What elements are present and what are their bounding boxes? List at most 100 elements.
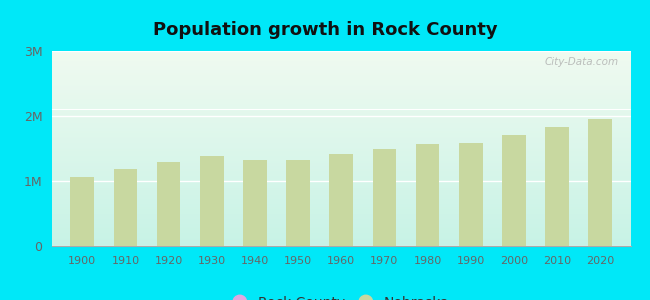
Bar: [52, 233, 630, 234]
Bar: [52, 213, 630, 214]
Bar: [52, 71, 630, 72]
Bar: [52, 210, 630, 211]
Bar: [52, 135, 630, 136]
Bar: [52, 193, 630, 194]
Bar: [52, 64, 630, 66]
Bar: [52, 87, 630, 88]
Bar: [52, 59, 630, 60]
Bar: [52, 122, 630, 123]
Bar: [52, 211, 630, 212]
Bar: [52, 204, 630, 205]
Bar: [52, 203, 630, 204]
Bar: [459, 143, 483, 246]
Bar: [52, 55, 630, 56]
Bar: [52, 163, 630, 164]
Text: Population growth in Rock County: Population growth in Rock County: [153, 21, 497, 39]
Bar: [200, 156, 224, 246]
Bar: [52, 95, 630, 96]
Bar: [52, 234, 630, 235]
Bar: [52, 72, 630, 74]
Bar: [52, 143, 630, 144]
Bar: [52, 201, 630, 202]
Legend: Rock County, Nebraska: Rock County, Nebraska: [233, 296, 450, 300]
Bar: [52, 54, 630, 55]
Bar: [52, 133, 630, 134]
Bar: [52, 198, 630, 199]
Bar: [52, 77, 630, 78]
Bar: [372, 149, 396, 246]
Bar: [52, 159, 630, 160]
Bar: [52, 113, 630, 114]
Bar: [52, 196, 630, 197]
Bar: [52, 53, 630, 54]
Bar: [52, 200, 630, 201]
Bar: [52, 229, 630, 230]
Bar: [52, 164, 630, 165]
Bar: [52, 188, 630, 190]
Bar: [52, 202, 630, 203]
Bar: [52, 215, 630, 216]
Bar: [286, 160, 310, 246]
Bar: [52, 185, 630, 187]
Bar: [52, 208, 630, 209]
Bar: [52, 79, 630, 80]
Bar: [52, 232, 630, 233]
Bar: [52, 98, 630, 99]
Bar: [52, 93, 630, 94]
Bar: [52, 240, 630, 241]
Bar: [52, 221, 630, 222]
Bar: [114, 169, 137, 246]
Bar: [52, 190, 630, 191]
Bar: [52, 157, 630, 158]
Bar: [52, 136, 630, 137]
Bar: [52, 155, 630, 156]
Bar: [52, 68, 630, 70]
Bar: [52, 245, 630, 246]
Bar: [588, 118, 612, 246]
Bar: [52, 197, 630, 198]
Bar: [52, 126, 630, 127]
Bar: [52, 214, 630, 215]
Bar: [52, 173, 630, 174]
Bar: [52, 162, 630, 163]
Bar: [52, 137, 630, 138]
Bar: [52, 238, 630, 239]
Bar: [52, 165, 630, 166]
Bar: [52, 243, 630, 244]
Bar: [52, 180, 630, 181]
Bar: [52, 62, 630, 63]
Bar: [52, 116, 630, 117]
Bar: [52, 110, 630, 111]
Bar: [52, 103, 630, 105]
Bar: [52, 199, 630, 200]
Bar: [52, 179, 630, 180]
Bar: [52, 128, 630, 129]
Bar: [52, 156, 630, 157]
Bar: [52, 174, 630, 175]
Bar: [52, 78, 630, 79]
Bar: [52, 150, 630, 152]
Bar: [52, 91, 630, 92]
Bar: [52, 81, 630, 82]
Bar: [52, 96, 630, 97]
Bar: [52, 107, 630, 109]
Bar: [52, 134, 630, 135]
Bar: [52, 171, 630, 172]
Bar: [52, 149, 630, 150]
Bar: [52, 88, 630, 89]
Bar: [52, 131, 630, 132]
Bar: [52, 114, 630, 115]
Bar: [52, 97, 630, 98]
Bar: [52, 118, 630, 119]
Bar: [52, 194, 630, 195]
Bar: [52, 106, 630, 107]
Bar: [52, 224, 630, 226]
Bar: [52, 90, 630, 91]
Bar: [52, 170, 630, 171]
Bar: [52, 237, 630, 238]
Bar: [52, 176, 630, 177]
Bar: [416, 144, 439, 246]
Bar: [52, 83, 630, 84]
Bar: [502, 135, 526, 246]
Bar: [52, 217, 630, 218]
